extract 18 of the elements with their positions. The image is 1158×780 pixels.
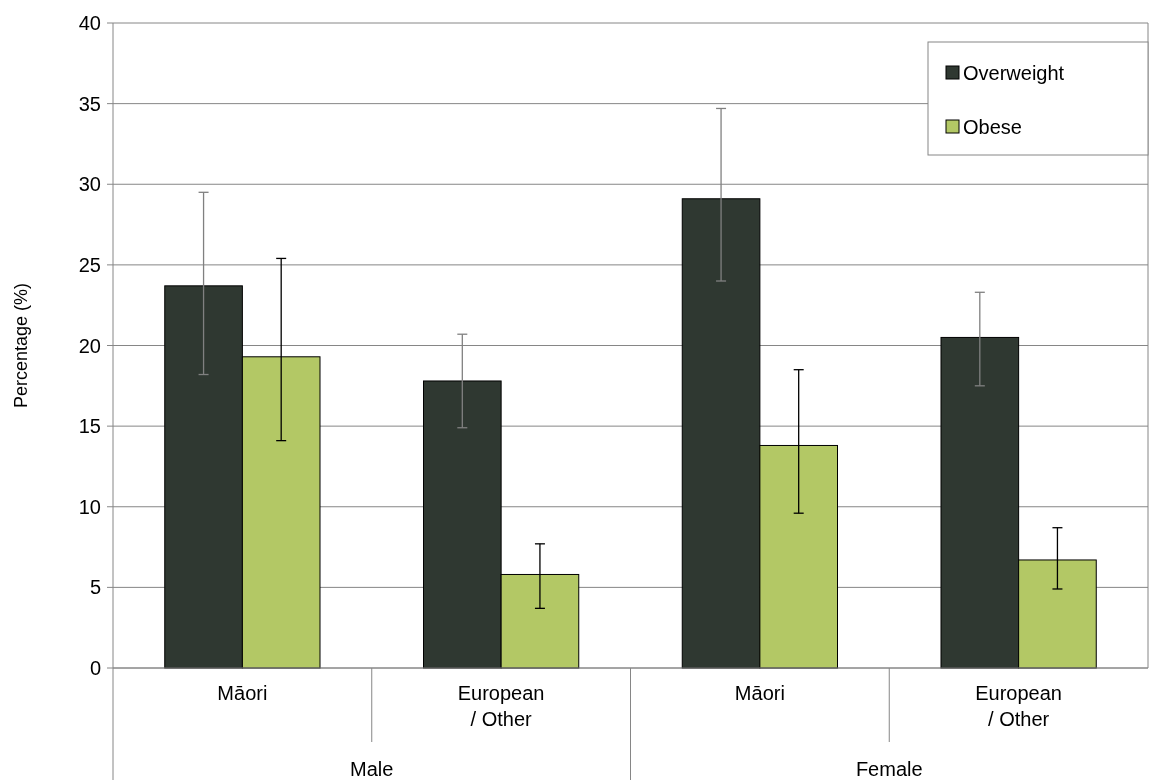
y-axis-title: Percentage (%) bbox=[11, 282, 31, 409]
y-tick-label: 25 bbox=[78, 253, 101, 276]
y-tick-label: 30 bbox=[78, 173, 101, 196]
text: Female bbox=[855, 758, 923, 780]
legend-label: Overweight bbox=[963, 62, 1065, 84]
legend-label: Obese bbox=[963, 116, 1022, 138]
y-tick-label: 0 bbox=[89, 657, 101, 679]
y-tick-label: 40 bbox=[78, 12, 101, 34]
y-tick-label: 10 bbox=[78, 495, 101, 518]
y-tick-label: 35 bbox=[78, 92, 101, 115]
x-tick-label: European / Other bbox=[457, 682, 545, 730]
y-tick-label: 20 bbox=[78, 334, 101, 357]
x-tick-label: Māori bbox=[734, 682, 785, 704]
text: Male bbox=[350, 758, 394, 780]
x-tick-label: Māori bbox=[217, 682, 268, 704]
y-tick-label: 5 bbox=[89, 576, 101, 599]
y-tick-label: 15 bbox=[78, 415, 101, 438]
x-tick-label: European / Other bbox=[975, 682, 1062, 730]
